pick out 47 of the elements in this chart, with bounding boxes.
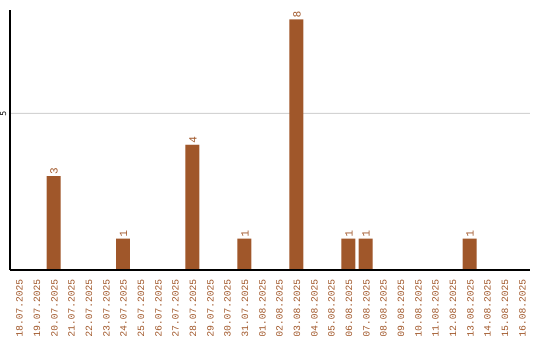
x-tick-label: 03.08.2025 (292, 278, 303, 337)
data-label: 1 (119, 230, 131, 237)
data-label: 1 (240, 230, 252, 237)
x-tick-label: 07.08.2025 (361, 278, 372, 337)
x-tick-label: 15.08.2025 (500, 278, 511, 337)
x-tick-label: 18.07.2025 (14, 278, 26, 337)
bar (237, 238, 252, 270)
x-tick-label: 29.07.2025 (205, 278, 216, 337)
data-label: 1 (466, 230, 478, 237)
x-tick-label: 11.08.2025 (430, 278, 442, 337)
x-tick-label: 25.07.2025 (136, 278, 147, 337)
x-tick-label: 30.07.2025 (222, 278, 234, 337)
data-label: 4 (188, 136, 200, 143)
x-tick-label: 06.08.2025 (344, 278, 355, 337)
x-tick-label: 21.07.2025 (66, 278, 78, 337)
x-tick-label: 09.08.2025 (396, 278, 407, 337)
data-label: 8 (292, 10, 304, 18)
bar (341, 238, 356, 270)
x-tick-label: 23.07.2025 (101, 278, 112, 337)
data-label: 1 (362, 230, 374, 237)
data-label: 3 (50, 167, 62, 174)
x-tick-label: 14.08.2025 (482, 278, 494, 337)
x-tick-label: 20.07.2025 (49, 278, 60, 337)
x-tick-label: 08.08.2025 (378, 278, 390, 337)
x-tick-label: 12.08.2025 (448, 278, 459, 337)
bar (116, 238, 130, 270)
x-tick-label: 04.08.2025 (309, 278, 320, 337)
x-tick-label: 26.07.2025 (153, 278, 164, 337)
x-tick-label: 27.07.2025 (170, 278, 182, 337)
x-tick-label: 01.08.2025 (257, 278, 268, 337)
x-tick-label: 13.08.2025 (465, 278, 476, 337)
x-tick-label: 02.08.2025 (274, 278, 286, 337)
y-tick-label: 5 (0, 110, 8, 116)
x-tick-label: 22.07.2025 (84, 278, 95, 337)
bar (185, 144, 200, 270)
data-label: 1 (344, 230, 356, 237)
bar (358, 238, 373, 270)
bar (289, 19, 304, 270)
x-tick-label: 10.08.2025 (413, 278, 424, 337)
x-tick-label: 24.07.2025 (118, 278, 130, 337)
x-tick-label: 19.07.2025 (32, 278, 43, 337)
x-tick-label: 31.07.2025 (240, 278, 251, 337)
x-tick-label: 05.08.2025 (326, 278, 338, 337)
x-tick-label: 28.07.2025 (188, 278, 199, 337)
bar (462, 238, 477, 270)
bar (46, 176, 61, 270)
x-tick-label: 16.08.2025 (517, 278, 528, 337)
